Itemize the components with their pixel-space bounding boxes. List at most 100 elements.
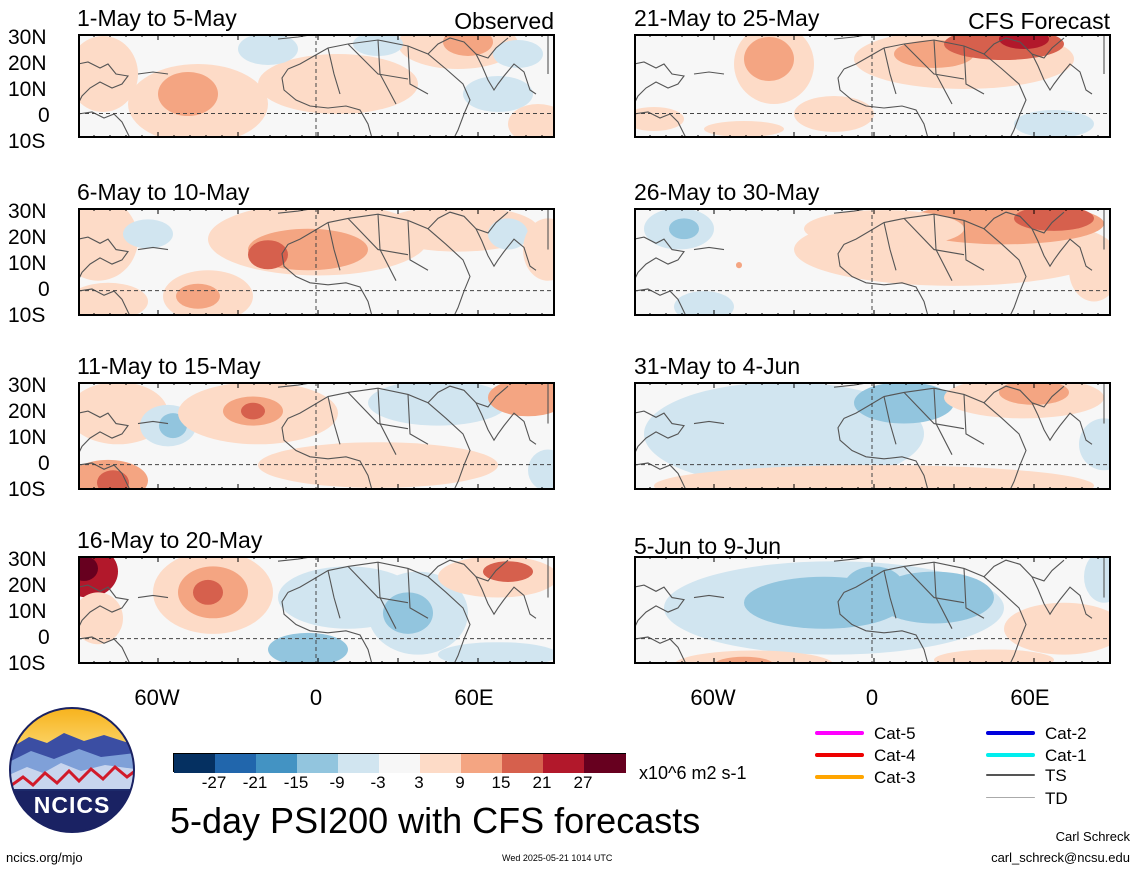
coastline	[281, 592, 373, 664]
map-frame	[78, 34, 555, 138]
legend-line-td	[986, 797, 1035, 798]
cfs-forecast-label: CFS Forecast	[968, 8, 1110, 34]
anomaly-contour	[674, 291, 734, 316]
coastline	[281, 418, 373, 490]
legend-line-ts	[986, 774, 1035, 776]
anomaly-contour	[999, 382, 1069, 405]
coastline	[634, 584, 685, 629]
colorbar-tick-label: -27	[201, 773, 227, 792]
coastline	[347, 391, 409, 430]
colorbar-cell	[256, 754, 298, 773]
anomaly-contour	[634, 107, 684, 131]
legend-label-cat4: Cat-4	[874, 746, 916, 765]
xlab-0-left: 0	[309, 685, 323, 710]
coastline	[78, 111, 131, 138]
anomaly-contour	[1004, 602, 1111, 655]
anomaly-contour	[483, 561, 533, 582]
coastline	[634, 288, 687, 316]
coastline	[78, 236, 129, 281]
legend-line-cat5	[815, 731, 864, 735]
coastline	[983, 385, 1065, 408]
legend-line-cat1	[986, 753, 1035, 757]
anomaly-contour	[744, 37, 794, 81]
coastline	[327, 396, 341, 445]
footer-url[interactable]: ncics.org/mjo	[6, 850, 83, 865]
coastline	[281, 244, 373, 316]
anomaly-contour	[528, 449, 555, 490]
footer-email[interactable]: carl_schreck@ncsu.edu	[991, 850, 1130, 865]
anomaly-contour	[193, 579, 223, 605]
legend-label-td: TD	[1045, 789, 1068, 808]
anomaly-contour	[794, 96, 874, 132]
coastline	[475, 576, 537, 619]
xlab-0-right: 0	[865, 685, 879, 710]
ylab-0: 0	[38, 452, 50, 475]
map-panel-2	[78, 208, 555, 316]
coastline	[837, 68, 929, 138]
colorbar-cell	[174, 754, 216, 773]
anomaly-contour	[383, 592, 433, 634]
xlab-60w-right: 60W	[690, 685, 736, 710]
anomaly-contour	[238, 34, 298, 65]
coastline	[903, 565, 965, 604]
coastline	[903, 391, 965, 430]
coastline	[933, 388, 953, 455]
ylab-10s: 10S	[8, 478, 46, 501]
colorbar-tick-label: -3	[370, 773, 386, 792]
coastline	[983, 211, 1065, 234]
ylab-10s: 10S	[8, 130, 46, 153]
coastline	[377, 39, 397, 105]
coastline	[78, 410, 129, 455]
anomaly-contour	[268, 632, 348, 664]
coastline	[837, 244, 929, 316]
coastline	[327, 222, 341, 271]
coastline	[78, 584, 129, 629]
coastline	[634, 410, 685, 455]
observed-label: Observed	[454, 8, 554, 34]
anomaly-contour	[158, 72, 218, 116]
coastline	[983, 37, 1065, 59]
coastline	[327, 570, 341, 619]
coastline	[407, 394, 429, 445]
ylab-20n: 20N	[8, 400, 47, 423]
main-title: 5-day PSI200 with CFS forecasts	[170, 800, 701, 841]
coastline	[407, 45, 429, 95]
ylab-10n: 10N	[8, 78, 47, 101]
colorbar-tick-label: -9	[329, 773, 345, 792]
coastline	[837, 592, 929, 664]
map-panel-1	[78, 34, 555, 138]
coastline	[634, 636, 687, 664]
ylab-30n: 30N	[8, 374, 47, 397]
panel-title-1: 1-May to 5-May	[77, 5, 237, 31]
coastline	[475, 228, 537, 271]
anomaly-contour	[78, 592, 123, 645]
coastline	[287, 39, 471, 138]
legend-line-cat4	[815, 753, 864, 757]
coastline	[78, 462, 131, 490]
ncics-logo-text: NCICS	[34, 792, 111, 818]
coastline	[347, 217, 409, 256]
coastline	[634, 236, 685, 281]
colorbar-cell	[379, 754, 421, 773]
anomaly-contour	[844, 566, 904, 608]
map-panel-7	[634, 382, 1111, 490]
anomaly-contour	[488, 382, 555, 417]
xlab-60e-right: 60E	[1010, 685, 1050, 710]
coastline	[693, 594, 725, 599]
panel-title-6: 26-May to 30-May	[634, 179, 820, 205]
anomaly-contour	[78, 556, 98, 581]
coastline	[1031, 576, 1093, 619]
legend-line-cat3	[815, 775, 864, 779]
coastline	[137, 594, 169, 599]
ylab-30n: 30N	[8, 200, 47, 223]
anomaly-contour	[488, 218, 528, 250]
anomaly-contour	[78, 36, 138, 112]
ylab-0: 0	[38, 626, 50, 649]
anomaly-contour	[258, 442, 498, 488]
anomaly-contour	[1069, 239, 1111, 302]
footer-author: Carl Schreck	[1055, 829, 1130, 844]
coastline	[933, 562, 953, 629]
coastline	[843, 39, 1027, 138]
coastline	[475, 53, 537, 95]
coastline	[883, 396, 897, 445]
